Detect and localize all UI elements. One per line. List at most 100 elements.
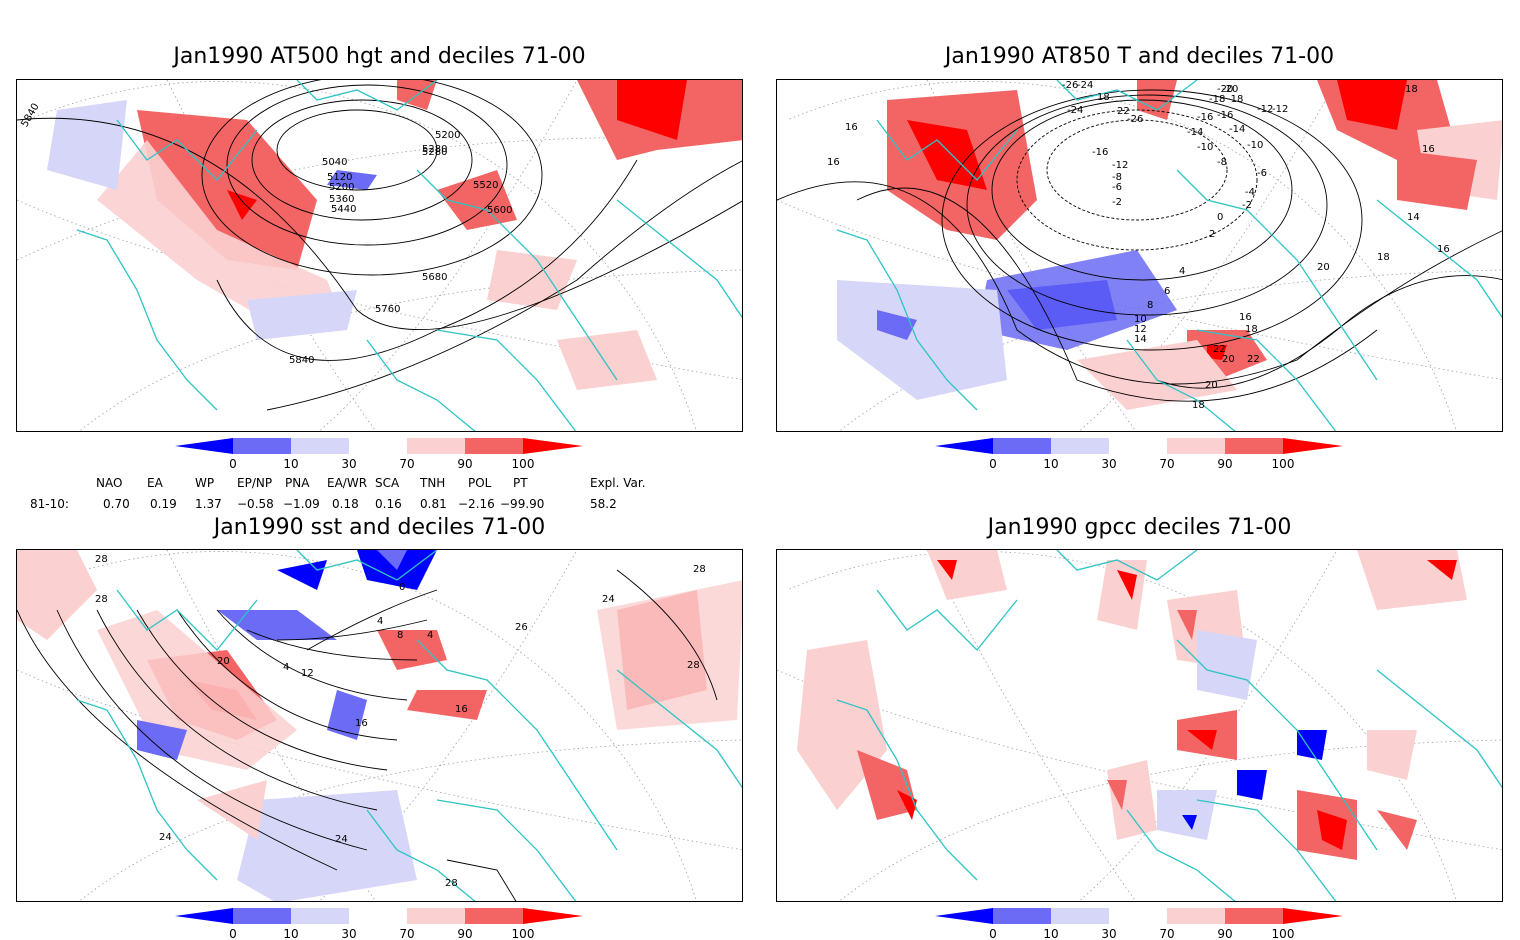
contour-label: 24 [159, 832, 172, 843]
contour-label: -18 [1227, 94, 1243, 105]
colorbar-tick-label: 100 [1272, 927, 1295, 940]
colorbar-segment [233, 908, 291, 924]
contour-label: -14 [1187, 127, 1203, 138]
colorbar-tick-label: 90 [457, 927, 472, 940]
colorbar-tick-label: 90 [1217, 927, 1232, 940]
index-header-eawr: EA/WR [327, 476, 368, 490]
contour-label: 5520 [473, 180, 498, 191]
colorbar-segment [465, 438, 523, 454]
contour-label: 4 [283, 662, 289, 673]
panel-3-title: Jan1990 sst and deciles 71-00 [213, 515, 546, 540]
teleconnection-indices: NAO EA WP EP/NP PNA EA/WR SCA TNH POL PT… [0, 474, 760, 514]
colorbar-segment [1051, 438, 1109, 454]
colorbar-segment [1225, 438, 1283, 454]
contour-label: 18 [1097, 92, 1110, 103]
contour-labels: 28 28 24 20 16 12 4 8 4 4 0 16 24 28 28 … [95, 554, 706, 889]
contour-label: -8 [1112, 172, 1122, 183]
colorbar-tick-label: 90 [457, 457, 472, 471]
contour-label: 5760 [375, 304, 400, 315]
index-header-tnh: TNH [420, 476, 446, 490]
colorbar-segment [175, 438, 233, 454]
coastlines [836, 80, 1502, 431]
colorbar-tick-label: 0 [229, 457, 237, 471]
contour-label: 12 [301, 668, 314, 679]
colorbar-tick-label: 0 [989, 927, 997, 940]
colorbar-segment [523, 438, 583, 454]
contour-label: 18 [1192, 400, 1205, 411]
contour-label: 5280 [422, 144, 447, 155]
contour-label: 28 [95, 554, 108, 565]
colorbar-tick-label: 30 [341, 457, 356, 471]
contour-label: 5040 [322, 157, 347, 168]
contour-label: 16 [355, 718, 368, 729]
contour-label: 4 [427, 630, 433, 641]
contour-label: 16 [455, 704, 468, 715]
contour-label: 28 [95, 594, 108, 605]
colorbar-tick-label: 10 [1043, 457, 1058, 471]
map-panel-gpcc [776, 549, 1503, 902]
colorbar-segment [1167, 438, 1225, 454]
contour-label: -12 [1272, 104, 1288, 115]
index-value-ea: 0.19 [150, 497, 177, 511]
index-value-sca: 0.16 [375, 497, 402, 511]
contour-label: -20 [1222, 84, 1238, 95]
contour-label: 20 [1205, 380, 1218, 391]
contour-label: -12 [1112, 160, 1128, 171]
contour-label: -10 [1197, 142, 1213, 153]
contour-label: -10 [1247, 140, 1263, 151]
index-header-pna: PNA [285, 476, 310, 490]
contour-label: -8 [1217, 157, 1227, 168]
index-header-epnp: EP/NP [237, 476, 273, 490]
index-header-ea: EA [147, 476, 163, 490]
contour-label: 16 [845, 122, 858, 133]
contour-label: -6 [1112, 182, 1122, 193]
index-header-pt: PT [513, 476, 528, 490]
colorbar-top-right: 0 10 30 70 90 100 [935, 438, 1343, 471]
index-header-wp: WP [195, 476, 215, 490]
index-value-pol: −2.16 [458, 497, 495, 511]
contour-label: 8 [1147, 300, 1153, 311]
panel-2-title: Jan1990 AT850 T and deciles 71-00 [944, 44, 1335, 69]
colorbar-tick-label: 30 [1101, 457, 1116, 471]
colorbar-tick-label: 0 [989, 457, 997, 471]
panel-4-title: Jan1990 gpcc deciles 71-00 [987, 515, 1292, 540]
colorbar-segment [465, 908, 523, 924]
contour-label: 0 [1217, 212, 1223, 223]
contour-label: 10 [1134, 314, 1147, 325]
contour-label: 22 [1247, 354, 1260, 365]
contour-label: 5600 [487, 205, 512, 216]
colorbar-tick-label: 70 [399, 927, 414, 940]
contour-label: 16 [1239, 312, 1252, 323]
colorbar-tick-label: 90 [1217, 457, 1232, 471]
colorbar-tick-label: 10 [283, 457, 298, 471]
index-header-pol: POL [468, 476, 492, 490]
decile-shading [17, 550, 742, 901]
colorbar-top-left: 0 10 30 70 90 100 [175, 438, 583, 471]
index-value-pt: −99.90 [500, 497, 545, 511]
colorbar-segment [407, 908, 465, 924]
colorbar-bottom-left: 0 10 30 70 90 100 [175, 908, 583, 940]
index-row-label: 81-10: [30, 497, 69, 511]
contour-label: 14 [1134, 334, 1147, 345]
contour-label: -26 [1127, 114, 1143, 125]
colorbar-tick-label: 70 [1159, 457, 1174, 471]
contour-label: 5680 [422, 272, 447, 283]
contour-label: -16 [1197, 112, 1213, 123]
coastlines [76, 80, 742, 431]
contour-label: -26 [1062, 80, 1078, 91]
map-t850-svg: -26 -24 -20 -18 -16 -14 -12 -10 -8 -6 -4… [777, 80, 1502, 431]
contour-label: 16 [1437, 244, 1450, 255]
index-header-expl-var: Expl. Var. [590, 476, 646, 490]
colorbar-tick-label: 0 [229, 927, 237, 940]
contour-label: 4 [377, 616, 383, 627]
contour-label: 22 [1117, 106, 1130, 117]
index-value-nao: 0.70 [103, 497, 130, 511]
colorbar-tick-label: 30 [341, 927, 356, 940]
map-hgt500-svg: 5040 5120 5200 5280 5360 5440 5520 5600 … [17, 80, 742, 431]
contour-label: 14 [1407, 212, 1420, 223]
contour-label: 28 [445, 878, 458, 889]
map-gpcc-svg [777, 550, 1502, 901]
contour-label: 5440 [331, 204, 356, 215]
colorbar-segment [349, 908, 407, 924]
map-panel-t850: -26 -24 -20 -18 -16 -14 -12 -10 -8 -6 -4… [776, 79, 1503, 432]
